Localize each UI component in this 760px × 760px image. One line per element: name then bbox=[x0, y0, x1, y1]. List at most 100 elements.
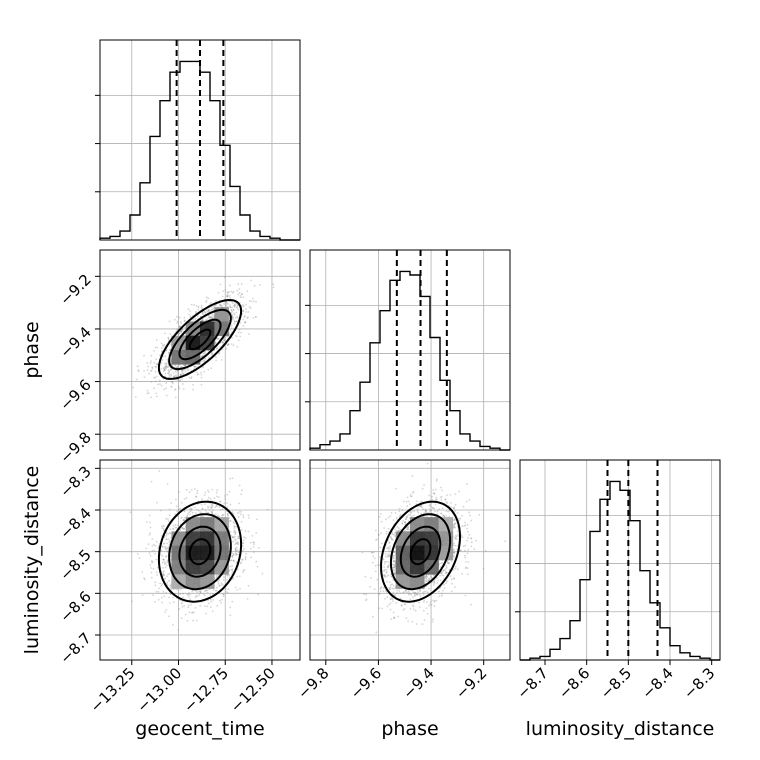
sample-point bbox=[223, 338, 226, 341]
sample-point bbox=[186, 514, 189, 517]
sample-point bbox=[183, 527, 186, 530]
sample-point bbox=[209, 316, 212, 319]
sample-point bbox=[170, 373, 173, 376]
sample-point bbox=[215, 589, 218, 592]
sample-point bbox=[194, 365, 196, 368]
sample-point bbox=[224, 289, 227, 291]
sample-point bbox=[164, 562, 167, 565]
sample-point bbox=[436, 513, 439, 515]
sample-point bbox=[165, 365, 168, 368]
sample-point bbox=[176, 320, 179, 323]
sample-point bbox=[184, 369, 186, 371]
sample-point bbox=[203, 352, 206, 354]
sample-point bbox=[152, 376, 155, 379]
sample-point bbox=[252, 541, 255, 543]
panel-frame bbox=[99, 249, 301, 451]
sample-point bbox=[178, 316, 181, 319]
sample-point bbox=[231, 302, 234, 305]
sample-point bbox=[211, 354, 214, 356]
sample-point bbox=[157, 383, 159, 386]
sample-point bbox=[405, 516, 408, 519]
sample-point bbox=[387, 561, 389, 563]
sample-point bbox=[210, 306, 213, 308]
sample-point bbox=[222, 339, 225, 342]
sample-point bbox=[164, 355, 167, 358]
sample-point bbox=[177, 374, 180, 376]
sample-point bbox=[167, 573, 170, 576]
sample-point bbox=[234, 547, 237, 550]
sample-point bbox=[248, 300, 251, 302]
sample-point bbox=[196, 591, 199, 594]
sample-point bbox=[194, 512, 197, 514]
sample-point bbox=[421, 623, 424, 626]
density-cell bbox=[185, 574, 201, 589]
sample-point bbox=[232, 344, 235, 347]
sample-point bbox=[166, 581, 169, 584]
sample-point bbox=[177, 379, 180, 382]
sample-point bbox=[183, 605, 186, 607]
sample-point bbox=[240, 510, 243, 513]
sample-point bbox=[144, 578, 146, 581]
sample-point bbox=[240, 561, 242, 564]
sample-point bbox=[240, 493, 243, 496]
sample-point bbox=[162, 566, 164, 569]
sample-point bbox=[432, 506, 434, 509]
sample-point bbox=[385, 572, 388, 574]
sample-point bbox=[236, 346, 239, 348]
sample-point bbox=[166, 547, 169, 550]
sample-point bbox=[364, 575, 367, 578]
sample-point bbox=[227, 291, 229, 294]
sample-point bbox=[237, 293, 240, 296]
density-cell bbox=[185, 531, 201, 547]
sample-point bbox=[188, 611, 191, 614]
scatter-panel-geocent_time-phase bbox=[99, 249, 301, 451]
sample-point bbox=[155, 392, 157, 395]
sample-point bbox=[181, 526, 184, 529]
sample-point bbox=[202, 593, 205, 596]
sample-point bbox=[227, 514, 230, 517]
sample-point bbox=[169, 528, 172, 530]
sample-point bbox=[242, 545, 244, 547]
sample-point bbox=[209, 316, 212, 319]
sample-point bbox=[384, 597, 386, 600]
sample-point bbox=[181, 600, 184, 603]
sample-point bbox=[221, 515, 223, 517]
sample-point bbox=[158, 470, 161, 472]
sample-point bbox=[201, 319, 204, 322]
sample-point bbox=[454, 526, 457, 529]
sample-point bbox=[216, 505, 219, 507]
sample-point bbox=[235, 546, 238, 549]
sample-point bbox=[216, 586, 218, 589]
sample-point bbox=[175, 498, 177, 501]
sample-point bbox=[224, 588, 227, 590]
sample-point bbox=[229, 531, 232, 533]
sample-point bbox=[163, 578, 166, 580]
sample-point bbox=[443, 515, 445, 517]
sample-point bbox=[209, 316, 212, 318]
sample-point bbox=[155, 358, 157, 361]
sample-point bbox=[188, 313, 190, 316]
sample-point bbox=[154, 601, 156, 603]
sample-point bbox=[245, 311, 248, 313]
sample-point bbox=[384, 576, 387, 578]
sample-point bbox=[397, 615, 400, 618]
sample-point bbox=[223, 576, 225, 579]
sample-point bbox=[200, 503, 203, 506]
sample-point bbox=[218, 338, 220, 340]
sample-point bbox=[207, 496, 210, 499]
sample-point bbox=[187, 596, 190, 598]
sample-point bbox=[225, 591, 228, 593]
sample-point bbox=[167, 546, 170, 549]
sample-point bbox=[151, 550, 154, 552]
density-cell bbox=[214, 517, 229, 532]
sample-point bbox=[162, 590, 165, 593]
sample-point bbox=[238, 291, 241, 294]
sample-point bbox=[233, 322, 236, 325]
sample-point bbox=[172, 381, 174, 383]
sample-point bbox=[380, 532, 383, 535]
sample-point bbox=[178, 508, 180, 510]
sample-point bbox=[234, 549, 237, 552]
sample-point bbox=[394, 535, 396, 537]
sample-point bbox=[387, 516, 390, 519]
sample-point bbox=[194, 488, 196, 490]
